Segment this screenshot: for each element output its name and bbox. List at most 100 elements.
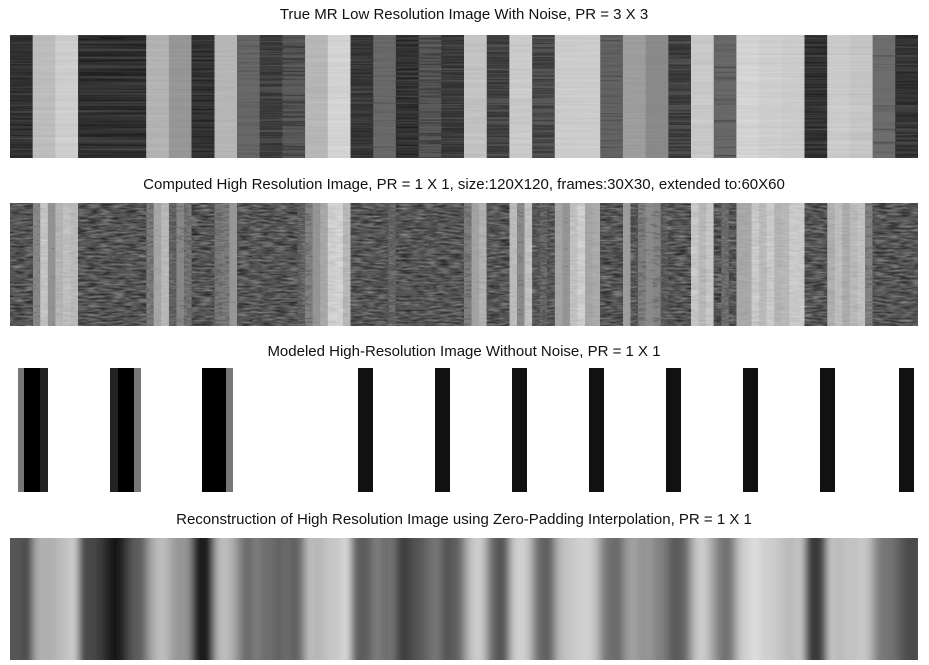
image-column [714,35,737,158]
image-column [343,538,351,660]
image-column [419,538,427,660]
image-column [850,203,858,326]
image-column [139,203,147,326]
image-column [873,203,881,326]
image-column [192,203,200,326]
panel-title: True MR Low Resolution Image With Noise,… [280,6,648,23]
image-column [509,35,532,158]
stripe [743,368,758,492]
stripe [512,368,527,492]
image-column [124,35,147,158]
reconstruction-image [0,538,929,660]
image-column [441,203,449,326]
image-column [888,203,896,326]
image-column [805,35,828,158]
image-column [282,35,305,158]
image-column [320,538,328,660]
image-column [252,203,260,326]
image-column [593,538,601,660]
image-column [668,538,676,660]
image-column [282,203,290,326]
image-column [18,538,26,660]
image-column [630,538,638,660]
image-column [116,203,124,326]
image-column [403,203,411,326]
image-column [252,538,260,660]
image-column [857,203,865,326]
image-column [661,538,669,660]
image-column [116,538,124,660]
image-column [260,203,268,326]
image-column [812,538,820,660]
image-column [850,538,858,660]
image-column [207,203,215,326]
image-column [124,203,132,326]
image-column [86,538,94,660]
image-column [40,538,48,660]
image-column [449,203,457,326]
image-column [275,203,283,326]
image-column [850,35,873,158]
image-column [668,203,676,326]
image-column [910,203,918,326]
image-column [86,203,94,326]
image-column [865,538,873,660]
image-column [411,538,419,660]
image-column [419,203,427,326]
low-res-image [10,35,919,158]
image-column [55,203,63,326]
image-column [479,203,487,326]
stripe [435,368,450,492]
image-column [305,35,328,158]
image-column [192,35,215,158]
image-column [101,35,124,158]
image-column [895,35,918,158]
image-column [124,538,132,660]
image-column [585,203,593,326]
image-column [721,538,729,660]
image-column [774,203,782,326]
image-column [615,538,623,660]
image-column [199,538,207,660]
image-column [729,538,737,660]
image-column [93,538,101,660]
image-column [820,203,828,326]
image-column [653,203,661,326]
image-column [570,203,578,326]
image-column [752,203,760,326]
image-column [93,203,101,326]
image-column [63,538,71,660]
image-column [441,35,464,158]
computed-image [10,203,919,326]
image-column [767,203,775,326]
stripe [820,368,835,492]
image-column [396,35,419,158]
image-column [487,538,495,660]
image-column [646,203,654,326]
image-column [456,203,464,326]
stripe [134,368,141,492]
stripe [358,368,373,492]
image-column [131,538,139,660]
image-column [615,203,623,326]
image-column [774,538,782,660]
image-column [585,538,593,660]
image-column [434,538,442,660]
image-column [873,35,896,158]
image-column [502,203,510,326]
image-column [721,203,729,326]
image-column [789,538,797,660]
image-column [661,203,669,326]
image-column [305,203,313,326]
image-column [895,538,903,660]
image-column [752,538,760,660]
image-column [623,203,631,326]
image-column [267,538,275,660]
image-column [827,538,835,660]
stripe [118,368,134,492]
image-column [237,538,245,660]
image-column [48,538,56,660]
image-column [33,203,41,326]
image-column [464,35,487,158]
image-column [699,203,707,326]
